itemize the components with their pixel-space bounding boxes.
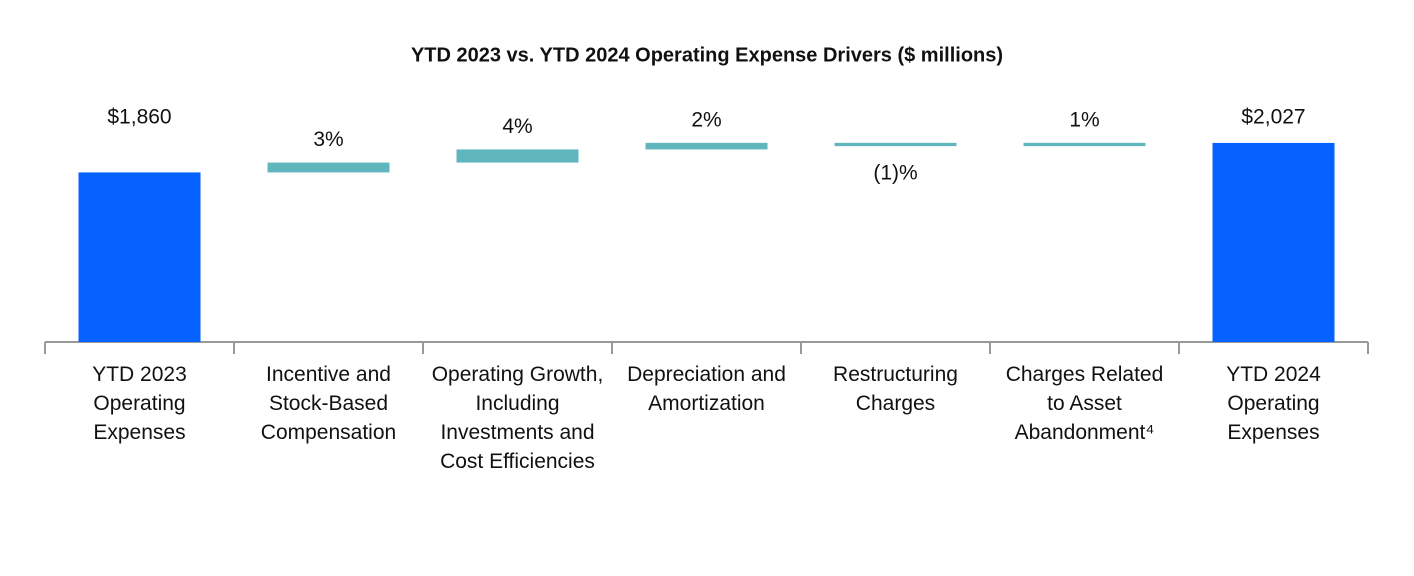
x-tick-label: Charges Related to Asset Abandonment⁴ [1005, 363, 1164, 444]
value-label: $1,860 [107, 106, 171, 129]
value-label: (1)% [873, 162, 917, 185]
value-label: 2% [691, 108, 721, 131]
total-bar [78, 172, 201, 342]
value-label: 3% [313, 128, 343, 151]
x-tick-label: YTD 2024 Operating Expenses [1226, 363, 1321, 444]
value-label: $2,027 [1241, 106, 1305, 129]
change-bar [1023, 142, 1146, 147]
x-tick-label: YTD 2023 Operating Expenses [92, 363, 187, 444]
value-label: 4% [502, 115, 532, 138]
chart-title: YTD 2023 vs. YTD 2024 Operating Expense … [411, 44, 1003, 66]
x-tick-label: Incentive and Stock-Based Compensation [260, 363, 397, 444]
change-bar [834, 142, 957, 147]
value-label: 1% [1069, 108, 1099, 131]
x-tick-label: Operating Growth, Including Investments … [431, 363, 604, 473]
total-bar [1212, 142, 1335, 342]
x-tick-label: Restructuring Charges [833, 363, 958, 415]
x-tick-label: Depreciation and Amortization [627, 363, 786, 415]
change-bar [645, 142, 768, 150]
change-bar [267, 162, 390, 173]
change-bar [456, 149, 579, 163]
